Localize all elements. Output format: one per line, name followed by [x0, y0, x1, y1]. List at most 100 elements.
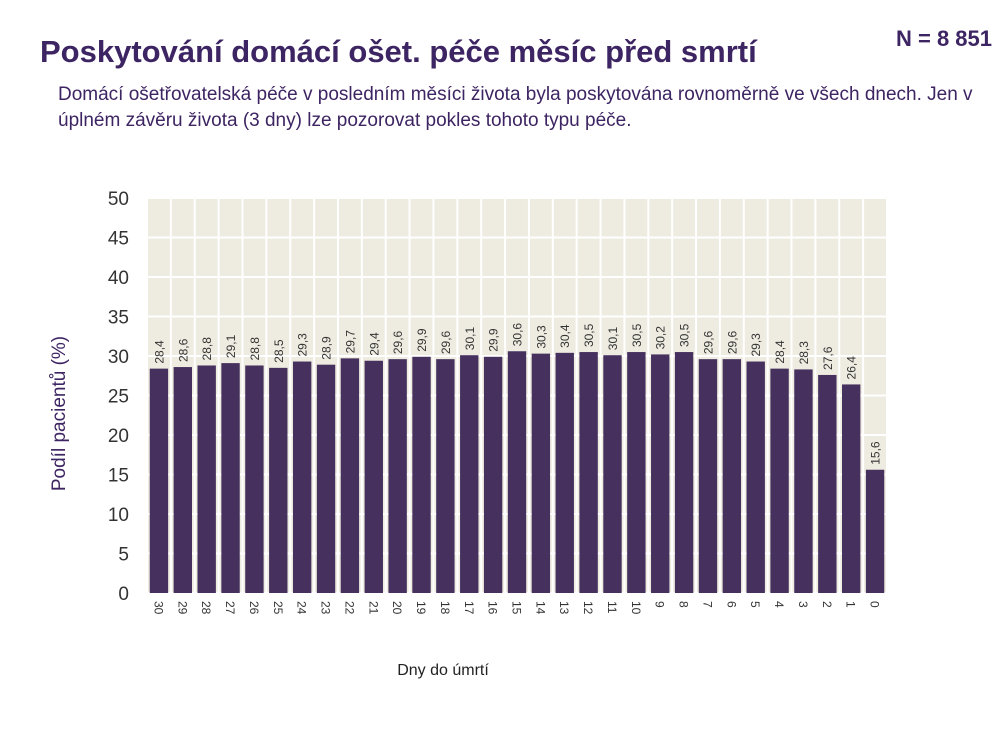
- bar: [531, 353, 551, 593]
- bar: [483, 356, 503, 593]
- x-tick-label: 26: [247, 601, 261, 615]
- bar-value-label: 30,2: [654, 326, 668, 350]
- bar-value-label: 29,7: [343, 330, 357, 354]
- x-tick-label: 0: [868, 601, 882, 608]
- x-tick-label: 18: [438, 601, 452, 615]
- bar-value-label: 30,4: [558, 324, 572, 348]
- bar: [603, 355, 622, 593]
- bar: [627, 352, 646, 593]
- x-tick-label: 12: [581, 601, 595, 615]
- x-tick-label: 20: [390, 601, 404, 615]
- bar: [221, 363, 240, 593]
- bar-value-label: 28,8: [248, 337, 262, 361]
- x-tick-label: 21: [366, 601, 380, 615]
- bar-value-label: 28,5: [272, 339, 286, 363]
- x-tick-label: 1: [844, 601, 858, 608]
- x-tick-label: 4: [772, 601, 786, 608]
- x-tick-label: 2: [820, 601, 834, 608]
- x-tick-label: 29: [175, 601, 189, 615]
- bar-value-label: 30,1: [463, 327, 477, 351]
- bar: [651, 354, 670, 593]
- value-labels: 28,4 28,6 28,8 29,1 28,8 28,5 29,3 28,9 29,7 29,4…: [152, 323, 882, 465]
- bar: [149, 368, 169, 593]
- x-tick-label: 22: [342, 601, 356, 615]
- y-tick-label: 50: [108, 189, 129, 210]
- bar: [173, 367, 192, 593]
- bar: [412, 356, 431, 593]
- bars: [149, 351, 885, 593]
- y-tick-label: 20: [108, 426, 129, 447]
- bar: [269, 367, 288, 593]
- bar: [292, 361, 312, 593]
- bar: [436, 359, 455, 593]
- y-tick-label: 10: [108, 505, 129, 526]
- x-tick-label: 5: [748, 601, 762, 608]
- bar-value-label: 30,3: [534, 325, 548, 349]
- bar-value-label: 28,3: [797, 341, 811, 365]
- x-tick-label: 28: [199, 601, 213, 615]
- bar: [245, 365, 264, 593]
- bar-value-label: 30,5: [630, 323, 644, 347]
- x-tick-label: 17: [462, 601, 476, 615]
- x-tick-label: 19: [414, 601, 428, 615]
- x-tick-label: 11: [605, 601, 619, 614]
- bar: [388, 359, 407, 593]
- bar: [770, 368, 789, 593]
- x-tick-label: 3: [796, 601, 810, 608]
- bar: [722, 359, 742, 593]
- bar-value-label: 28,4: [152, 340, 166, 364]
- bar-value-label: 28,4: [773, 340, 787, 364]
- bar: [340, 358, 360, 593]
- bar-value-label: 29,3: [749, 333, 763, 357]
- bar-value-label: 29,1: [224, 334, 238, 358]
- bar-value-label: 29,6: [391, 330, 405, 354]
- bar-value-label: 29,9: [487, 328, 501, 352]
- bar: [555, 352, 574, 593]
- y-tick-label: 5: [118, 545, 129, 566]
- y-axis-ticks: 0 5 10 15 20 25 30 35 40 45 50: [108, 189, 129, 605]
- x-tick-label: 13: [557, 601, 571, 615]
- bar: [507, 351, 527, 593]
- x-tick-label: 27: [223, 601, 237, 615]
- bar: [746, 361, 765, 593]
- bar-value-label: 26,4: [845, 356, 859, 380]
- bar: [364, 360, 383, 593]
- y-tick-label: 40: [108, 268, 129, 289]
- bar-value-label: 29,6: [701, 330, 715, 354]
- y-tick-label: 35: [108, 308, 129, 329]
- y-tick-label: 25: [108, 387, 129, 408]
- page-title: Poskytování domácí ošet. péče měsíc před…: [40, 34, 757, 69]
- x-tick-label: 7: [700, 601, 714, 608]
- y-tick-label: 30: [108, 347, 129, 368]
- y-tick-label: 45: [108, 229, 129, 250]
- y-tick-label: 15: [108, 466, 129, 487]
- bar: [197, 365, 216, 593]
- x-tick-label: 30: [151, 601, 165, 615]
- bar: [460, 355, 479, 593]
- x-tick-label: 24: [295, 601, 309, 615]
- bar: [818, 374, 837, 593]
- bar: [842, 384, 861, 593]
- x-tick-label: 15: [510, 601, 524, 615]
- x-tick-label: 8: [677, 601, 691, 608]
- x-tick-label: 23: [319, 601, 333, 615]
- bar-value-label: 29,6: [439, 330, 453, 354]
- bar-value-label: 29,6: [725, 330, 739, 354]
- x-axis-ticks: 30 29 28 27 26 25 24 23 22 21 20 19 18 17 16 15 14 13 12 11…: [151, 601, 881, 615]
- bar-value-label: 30,5: [678, 323, 692, 347]
- bar-value-label: 30,6: [511, 323, 525, 347]
- bar: [674, 352, 694, 593]
- y-axis-label: Podíl pacientů (%): [49, 336, 70, 491]
- sample-size-label: N = 8 851: [895, 26, 992, 51]
- bar: [865, 469, 885, 593]
- bar: [698, 359, 718, 593]
- bar-value-label: 28,8: [200, 337, 214, 361]
- x-tick-label: 14: [533, 601, 547, 615]
- x-tick-label: 9: [653, 601, 667, 608]
- y-tick-label: 0: [118, 584, 129, 605]
- x-tick-label: 25: [271, 601, 285, 615]
- bar-value-label: 28,9: [320, 336, 334, 360]
- bar: [316, 364, 336, 593]
- bar-value-label: 15,6: [869, 441, 883, 465]
